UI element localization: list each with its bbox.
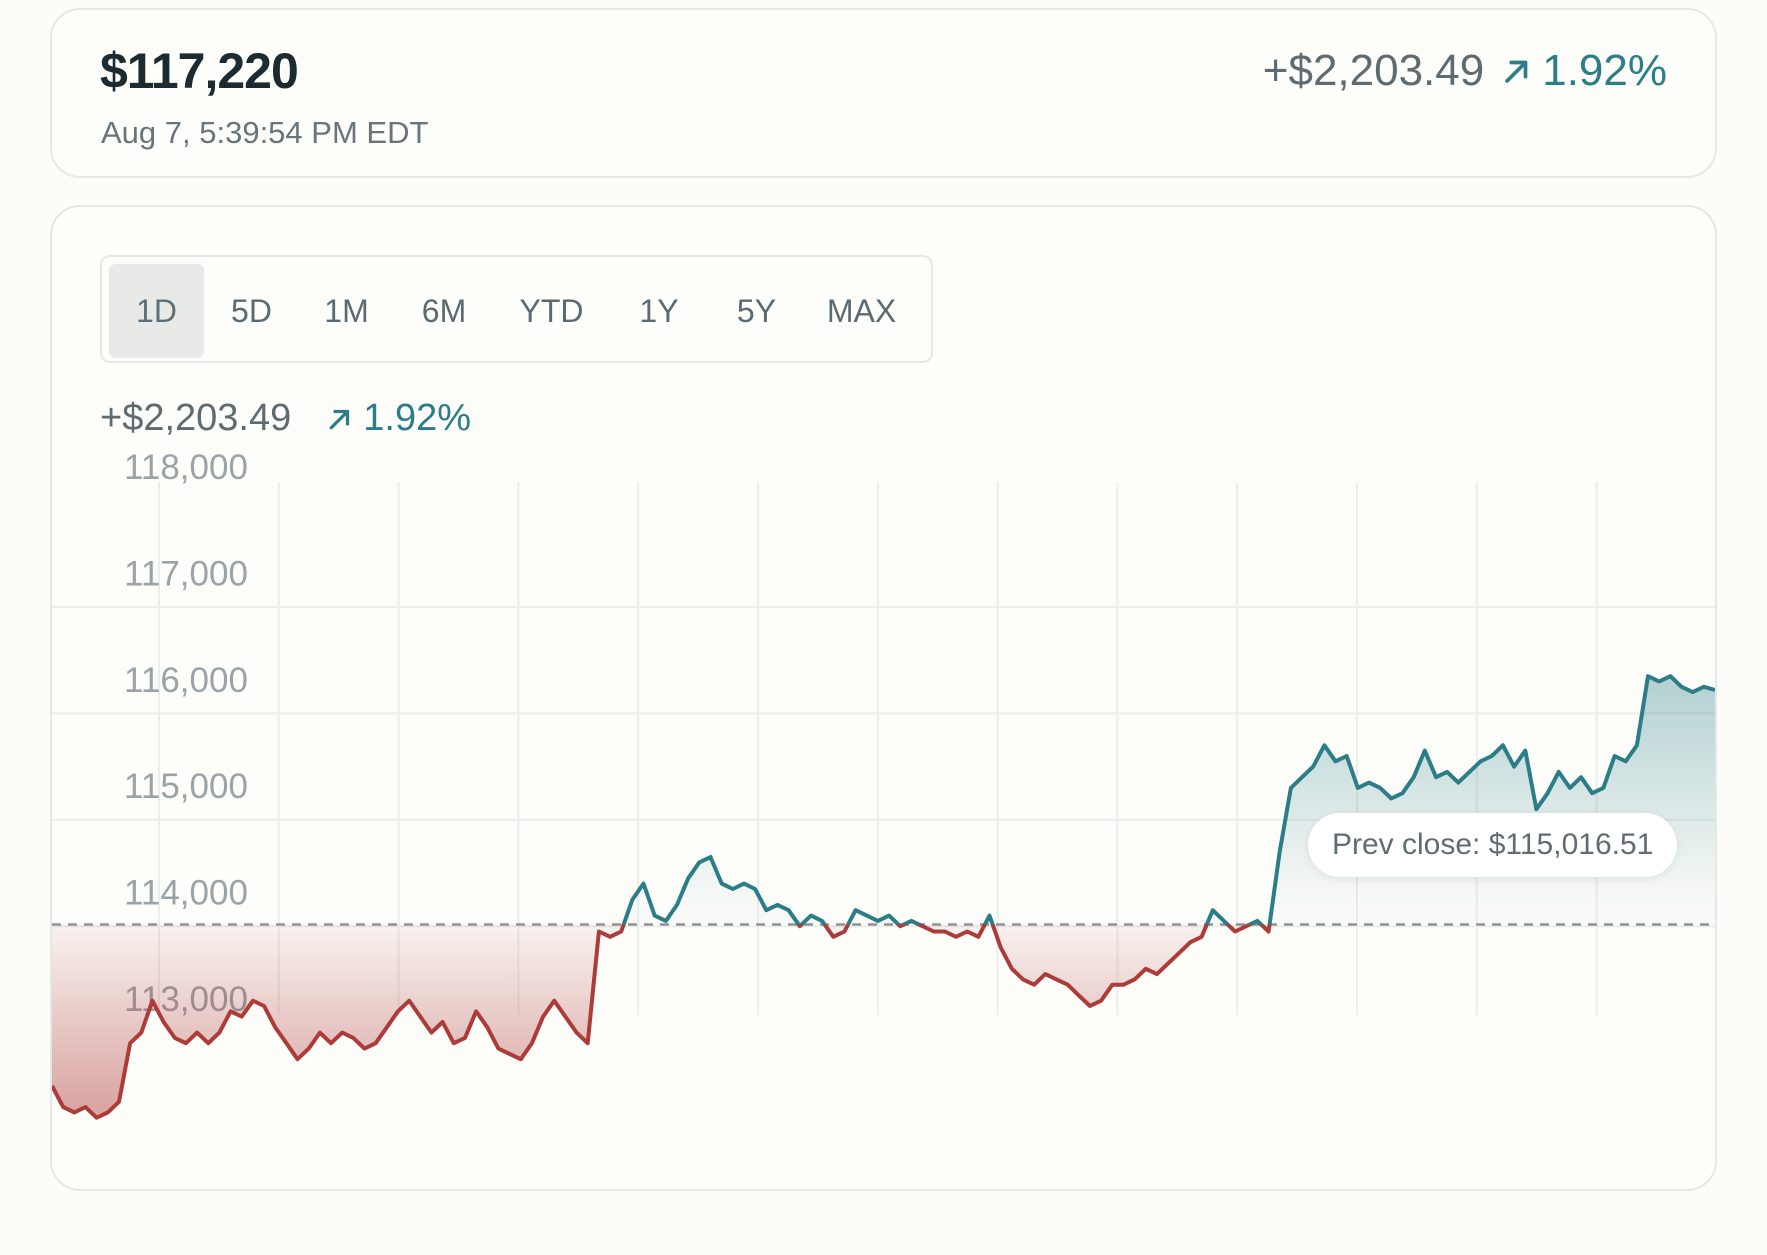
area-fill-below-prev-close [52,924,1270,1118]
tab-ytd[interactable]: YTD [519,292,584,329]
arrow-up-right-icon [325,404,355,434]
area-fill-above-prev-close [52,676,1715,925]
day-change-percent: 1.92% [1542,46,1667,95]
series-line-down [52,924,1272,1120]
tab-5d[interactable]: 5D [231,292,272,329]
tab-6m[interactable]: 6M [421,292,467,329]
tab-max[interactable]: MAX [826,292,897,329]
range-change-amount: +$2,203.49 [100,397,292,439]
price-series-line [52,674,1715,1120]
tab-5y[interactable]: 5Y [736,292,777,329]
y-tick-label: 116,000 [124,661,248,700]
day-change-amount: +$2,203.49 [1262,46,1485,95]
chart-area-fill [52,676,1715,1118]
tab-1d[interactable]: 1D [109,264,204,358]
price-line-chart[interactable]: 118,000117,000116,000115,000114,000113,0… [52,207,1715,1189]
price-chart-card: 1D 5D 1M 6M YTD 1Y 5Y MAX +$2,203.49 1.9… [50,205,1717,1191]
day-change: +$2,203.49 1.92% [1263,46,1667,96]
series-line-up [621,674,1715,925]
y-tick-label: 115,000 [124,767,248,806]
range-change-percent: 1.92% [363,397,471,439]
quote-timestamp: Aug 7, 5:39:54 PM EDT [101,115,429,150]
quote-summary-card: $117,220 Aug 7, 5:39:54 PM EDT +$2,203.4… [50,8,1717,178]
arrow-up-right-icon [1500,54,1534,88]
y-tick-label: 117,000 [124,554,248,593]
tab-1y[interactable]: 1Y [639,292,679,329]
y-tick-label: 118,000 [124,448,248,487]
time-range-selector: 1D 5D 1M 6M YTD 1Y 5Y MAX [100,255,933,363]
prev-close-label: Prev close: $115,016.51 [1308,813,1678,877]
range-change: +$2,203.49 1.92% [100,397,471,440]
y-tick-label: 114,000 [124,874,248,913]
tab-1m[interactable]: 1M [324,292,369,329]
current-price: $117,220 [100,43,299,99]
day-change-percent-group: 1.92% [1500,46,1667,96]
range-change-percent-group: 1.92% [325,397,471,440]
